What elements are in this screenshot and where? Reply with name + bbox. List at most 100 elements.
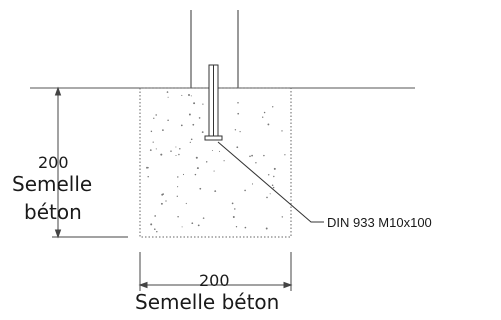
aggregate-dot	[195, 156, 198, 159]
aggregate-dot	[162, 129, 164, 131]
horizontal-dimension-label: Semelle béton	[135, 290, 280, 314]
horizontal-dimension-line	[138, 252, 293, 291]
aggregate-dot	[232, 216, 235, 218]
aggregate-dot	[185, 202, 187, 205]
aggregate-dot	[189, 141, 191, 144]
aggregate-dot	[234, 208, 236, 210]
aggregate-dot	[234, 129, 237, 131]
aggregate-dot	[193, 102, 196, 105]
aggregate-dot	[197, 224, 200, 227]
bolt-callout-label: DIN 933 M10x100	[327, 215, 432, 230]
aggregate-dot	[255, 162, 257, 164]
aggregate-dot	[267, 174, 270, 176]
aggregate-dot	[196, 167, 199, 170]
aggregate-dot	[150, 130, 153, 133]
aggregate-dot	[239, 131, 241, 133]
aggregate-dot	[266, 196, 268, 199]
aggregate-dot	[165, 200, 167, 202]
aggregate-dot	[175, 146, 177, 148]
aggregate-dot	[152, 141, 154, 143]
aggregate-dot	[167, 96, 169, 98]
vertical-dimension-line	[52, 86, 128, 239]
aggregate-dot	[180, 124, 183, 127]
aggregate-dot	[235, 226, 238, 228]
aggregate-dot	[147, 167, 149, 169]
aggregate-dot	[177, 215, 179, 218]
aggregate-dot	[190, 95, 192, 97]
aggregate-dot	[263, 154, 265, 157]
aggregate-dot	[263, 111, 266, 114]
aggregate-dot	[194, 173, 197, 176]
aggregate-dot	[146, 166, 148, 169]
aggregate-dot	[166, 91, 169, 93]
vertical-dimension-value: 200	[38, 153, 69, 172]
post	[190, 10, 239, 88]
aggregate-dot	[156, 230, 158, 233]
anchor-bolt	[204, 64, 223, 141]
aggregate-dot	[214, 190, 217, 192]
aggregate-dot	[272, 186, 275, 189]
horizontal-dimension-value: 200	[199, 271, 230, 290]
aggregate-dot	[192, 123, 195, 126]
aggregate-dot	[188, 113, 191, 116]
aggregate-dot	[202, 103, 204, 105]
aggregate-dot	[269, 193, 271, 195]
aggregate-dot	[176, 195, 178, 197]
aggregate-dot	[251, 183, 254, 185]
aggregate-dot	[160, 202, 163, 205]
aggregate-dot	[271, 184, 274, 187]
aggregate-dot	[237, 102, 239, 104]
aggregate-dot	[177, 176, 179, 178]
aggregate-dot	[244, 226, 247, 229]
vertical-dimension-label-line1: Semelle	[12, 172, 93, 196]
aggregate-dot	[154, 215, 156, 217]
aggregate-dot	[211, 150, 213, 151]
aggregate-dot	[262, 116, 264, 118]
aggregate-dot	[249, 155, 251, 158]
concrete-aggregate	[146, 91, 286, 233]
aggregate-dot	[284, 154, 286, 156]
aggregate-dot	[236, 146, 239, 149]
aggregate-dot	[188, 94, 190, 96]
aggregate-dot	[201, 131, 204, 133]
aggregate-dot	[170, 150, 172, 152]
aggregate-dot	[267, 123, 270, 126]
aggregate-dot	[155, 148, 157, 150]
aggregate-dot	[202, 217, 205, 219]
aggregate-dot	[155, 114, 157, 116]
aggregate-dot	[191, 222, 194, 225]
aggregate-dot	[223, 160, 225, 162]
aggregate-dot	[237, 112, 240, 115]
aggregate-dot	[153, 117, 155, 119]
aggregate-dot	[272, 106, 274, 108]
aggregate-dot	[160, 153, 163, 156]
aggregate-dot	[167, 119, 169, 121]
aggregate-dot	[150, 223, 153, 226]
bolt-leader-line	[217, 141, 324, 223]
aggregate-dot	[281, 216, 284, 218]
aggregate-dot	[149, 149, 152, 151]
aggregate-dot	[244, 189, 246, 192]
aggregate-dot	[175, 154, 177, 157]
aggregate-dot	[182, 173, 185, 176]
aggregate-dot	[218, 150, 221, 152]
aggregate-dot	[273, 167, 276, 170]
aggregate-dot	[251, 154, 253, 157]
aggregate-dot	[231, 202, 234, 205]
aggregate-dot	[177, 186, 179, 188]
aggregate-dot	[273, 175, 275, 178]
aggregate-dot	[213, 170, 215, 172]
aggregate-dot	[181, 226, 183, 228]
aggregate-dot	[199, 187, 202, 190]
vertical-dimension-label-line2: béton	[24, 200, 82, 224]
aggregate-dot	[190, 138, 193, 141]
aggregate-dot	[162, 193, 164, 195]
aggregate-dot	[281, 130, 283, 132]
aggregate-dot	[179, 147, 181, 150]
aggregate-dot	[198, 117, 201, 119]
aggregate-dot	[205, 161, 208, 163]
aggregate-dot	[154, 228, 156, 230]
concrete-footing	[139, 87, 292, 238]
aggregate-dot	[147, 175, 149, 178]
